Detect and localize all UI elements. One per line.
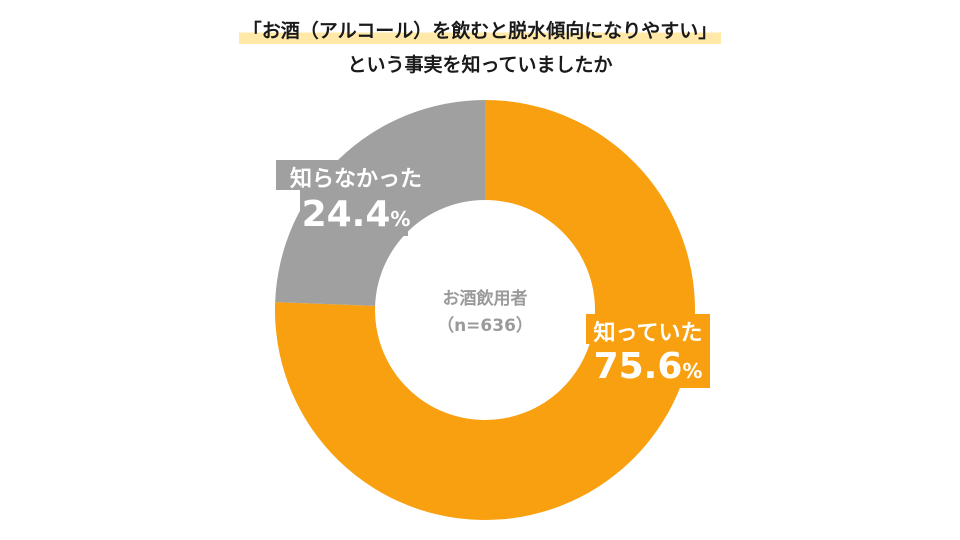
label-bg-knew-2 xyxy=(604,344,710,388)
slice-value-did-not-know: 24.4% xyxy=(302,194,411,235)
label-bg-knew-1 xyxy=(586,314,710,344)
chart-title: 「お酒（アルコール）を飲むと脱水傾向になりやすい」 という事実を知っていましたか xyxy=(0,18,960,78)
label-bg-did-not-know-2 xyxy=(300,190,408,236)
slice-label-knew: 知っていた xyxy=(594,320,703,346)
label-bg-did-not-know-1 xyxy=(276,160,442,190)
center-label-title: お酒飲用者 xyxy=(443,288,528,309)
slice-label-did-not-know: 知らなかった xyxy=(290,166,422,192)
slice-value-knew: 75.6% xyxy=(594,346,703,387)
slice-knew xyxy=(274,100,696,520)
title-line-1: 「お酒（アルコール）を飲むと脱水傾向になりやすい」 xyxy=(238,18,722,44)
title-line-2: という事実を知っていましたか xyxy=(347,54,613,76)
center-label-sample-size: （n=636） xyxy=(437,315,533,336)
